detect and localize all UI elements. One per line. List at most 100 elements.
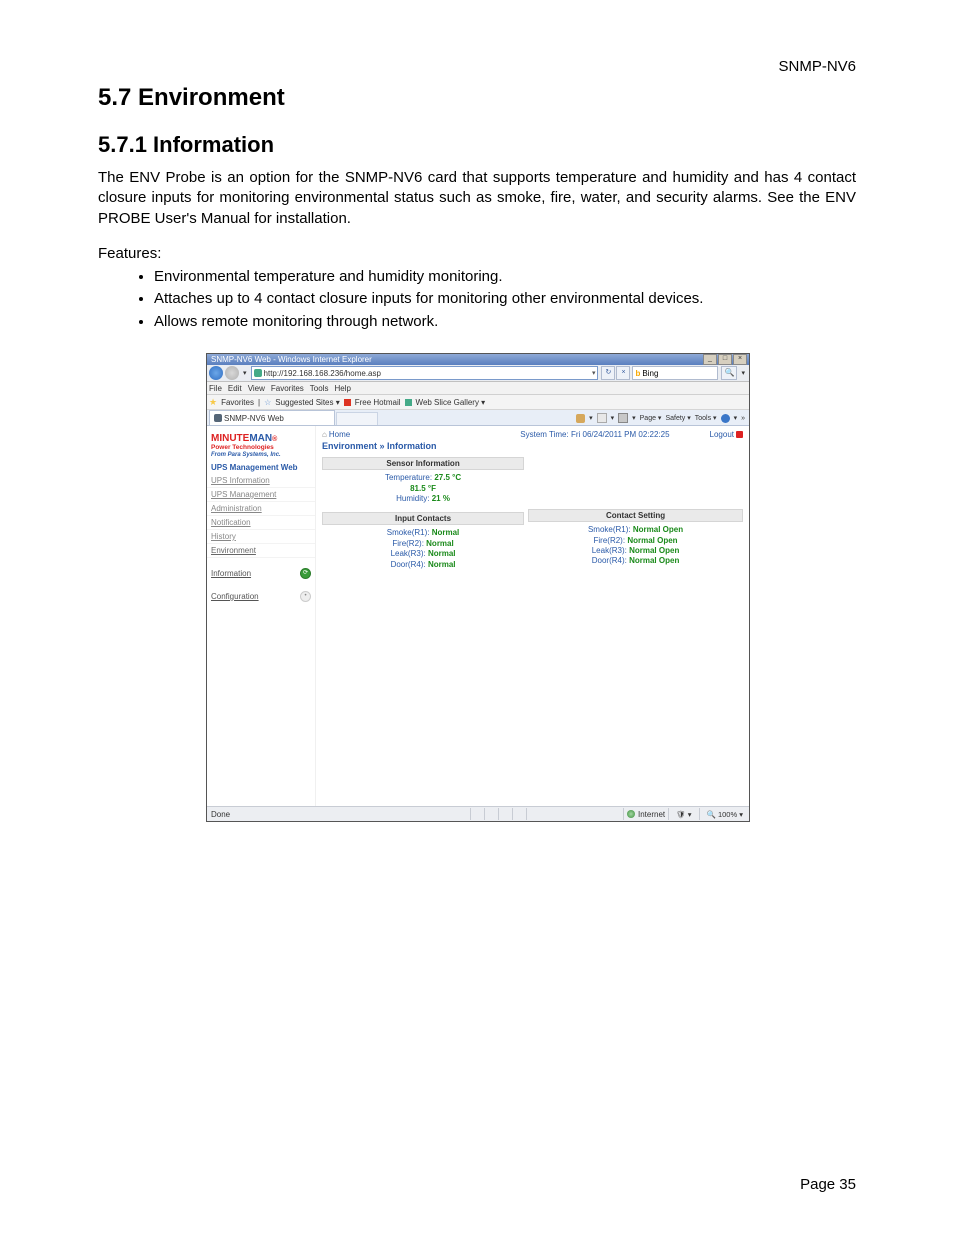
sidebar: MINUTEMAN® Power Technologies From Para … bbox=[207, 426, 316, 806]
forward-button[interactable] bbox=[225, 366, 239, 380]
menu-tools[interactable]: Tools bbox=[310, 384, 329, 393]
contact-setting-header: Contact Setting bbox=[528, 509, 743, 522]
contact-val: Normal bbox=[432, 528, 460, 537]
menu-edit[interactable]: Edit bbox=[228, 384, 242, 393]
sidebar-item-environment[interactable]: Environment bbox=[207, 544, 315, 558]
main-pane: ⌂ Home System Time: Fri 06/24/2011 PM 02… bbox=[316, 426, 749, 806]
maximize-button[interactable]: □ bbox=[718, 354, 732, 365]
status-done: Done bbox=[207, 810, 230, 819]
fav-link-webslice[interactable]: Web Slice Gallery ▾ bbox=[416, 398, 486, 407]
search-engine-label: Bing bbox=[642, 369, 658, 378]
status-seg bbox=[484, 808, 498, 820]
minimize-button[interactable]: _ bbox=[703, 354, 717, 365]
window-titlebar: SNMP-NV6 Web - Windows Internet Explorer… bbox=[207, 354, 749, 365]
home-nav-icon[interactable]: ⌂ bbox=[322, 430, 327, 439]
refresh-button[interactable]: ↻ bbox=[601, 366, 615, 380]
fav-link-hotmail[interactable]: Free Hotmail bbox=[355, 398, 401, 407]
menu-view[interactable]: View bbox=[248, 384, 265, 393]
logout-link[interactable]: Logout bbox=[710, 430, 743, 439]
toolbar-dd[interactable]: ▾ bbox=[632, 414, 636, 422]
menu-favorites[interactable]: Favorites bbox=[271, 384, 304, 393]
zone-label: Internet bbox=[638, 810, 665, 819]
sensor-val: 81.5 °F bbox=[410, 484, 436, 493]
favorites-bar: ★ Favorites | ☆ Suggested Sites ▾ Free H… bbox=[207, 395, 749, 410]
setting-val: Normal Open bbox=[627, 536, 677, 545]
tab-bar: SNMP-NV6 Web ▾ ▾ ▾ Page ▾ Safety ▾ Tools… bbox=[207, 410, 749, 426]
toolbar-overflow[interactable]: » bbox=[741, 415, 745, 422]
contact-val: Normal bbox=[428, 549, 456, 558]
history-dropdown[interactable]: ▾ bbox=[241, 369, 249, 377]
contact-key: Smoke(R1): bbox=[387, 528, 430, 537]
help-icon[interactable] bbox=[721, 414, 730, 423]
sidebar-sub-configuration[interactable]: Configuration • bbox=[207, 589, 315, 604]
new-tab[interactable] bbox=[336, 412, 378, 425]
logo-part1: MINUTE bbox=[211, 433, 249, 444]
back-button[interactable] bbox=[209, 366, 223, 380]
logout-label: Logout bbox=[710, 430, 734, 439]
home-icon[interactable] bbox=[576, 414, 585, 423]
section-heading: 5.7 Environment bbox=[98, 84, 856, 112]
logout-icon bbox=[736, 431, 743, 438]
page-content: MINUTEMAN® Power Technologies From Para … bbox=[207, 426, 749, 806]
fav-separator: | bbox=[258, 398, 260, 407]
search-box[interactable]: b Bing bbox=[632, 366, 718, 380]
fav-link-suggested[interactable]: Suggested Sites ▾ bbox=[275, 398, 340, 407]
feeds-icon[interactable] bbox=[597, 413, 607, 423]
sensor-key: Temperature: bbox=[385, 473, 432, 482]
browser-tab[interactable]: SNMP-NV6 Web bbox=[209, 410, 335, 425]
status-bar: Done Internet 🛡 ▾ 🔍 100% ▾ bbox=[207, 806, 749, 821]
menu-file[interactable]: File bbox=[209, 384, 222, 393]
address-bar[interactable]: http://192.168.168.236/home.asp ▾ bbox=[251, 366, 599, 380]
sidebar-item-notification[interactable]: Notification bbox=[207, 516, 315, 530]
window-title: SNMP-NV6 Web - Windows Internet Explorer bbox=[209, 355, 703, 364]
print-icon[interactable] bbox=[618, 413, 628, 423]
search-button[interactable]: 🔍 bbox=[721, 366, 737, 380]
sidebar-item-ups-mgmt[interactable]: UPS Management bbox=[207, 488, 315, 502]
close-button[interactable]: × bbox=[733, 354, 747, 365]
zoom-level[interactable]: 🔍 100% ▾ bbox=[703, 810, 747, 819]
protected-mode[interactable]: 🛡 ▾ bbox=[672, 810, 695, 819]
status-seg bbox=[512, 808, 526, 820]
logo: MINUTEMAN® bbox=[207, 430, 315, 445]
screenshot: SNMP-NV6 Web - Windows Internet Explorer… bbox=[206, 353, 748, 822]
url-text: http://192.168.168.236/home.asp bbox=[264, 369, 381, 378]
favorites-label[interactable]: Favorites bbox=[221, 398, 254, 407]
address-dropdown[interactable]: ▾ bbox=[590, 369, 596, 377]
sensor-val: 27.5 °C bbox=[434, 473, 461, 482]
refresh-icon[interactable]: ⟳ bbox=[300, 568, 311, 579]
intro-paragraph: The ENV Probe is an option for the SNMP-… bbox=[98, 168, 856, 229]
fav-hotmail-icon bbox=[344, 399, 351, 406]
status-seg bbox=[526, 808, 540, 820]
stop-button[interactable]: × bbox=[616, 366, 630, 380]
fav-webslice-icon bbox=[405, 399, 412, 406]
input-contacts-header: Input Contacts bbox=[322, 512, 524, 525]
toolbar-tools[interactable]: Tools ▾ bbox=[695, 414, 717, 422]
bing-icon: b bbox=[635, 369, 640, 378]
subsection-heading: 5.7.1 Information bbox=[98, 132, 856, 158]
address-bar-row: ▾ http://192.168.168.236/home.asp ▾ ↻ × … bbox=[207, 365, 749, 382]
favorites-star-icon[interactable]: ★ bbox=[209, 397, 217, 408]
setting-val: Normal Open bbox=[633, 525, 683, 534]
home-link[interactable]: Home bbox=[329, 430, 350, 439]
toolbar-safety[interactable]: Safety ▾ bbox=[665, 414, 690, 422]
toolbar-page[interactable]: Page ▾ bbox=[640, 414, 662, 422]
toolbar-dd[interactable]: ▾ bbox=[734, 414, 738, 422]
go-icon[interactable]: • bbox=[300, 591, 311, 602]
setting-val: Normal Open bbox=[629, 556, 679, 565]
sidebar-sub-label: Configuration bbox=[211, 592, 259, 601]
sidebar-item-ups-info[interactable]: UPS Information bbox=[207, 474, 315, 488]
setting-key: Smoke(R1): bbox=[588, 525, 631, 534]
contact-key: Fire(R2): bbox=[392, 539, 424, 548]
sensor-info-body: Temperature: 27.5 °C 81.5 °F Humidity: 2… bbox=[322, 470, 524, 512]
contact-val: Normal bbox=[428, 560, 456, 569]
status-seg bbox=[470, 808, 484, 820]
toolbar-dd[interactable]: ▾ bbox=[589, 414, 593, 422]
menu-help[interactable]: Help bbox=[334, 384, 350, 393]
sidebar-item-admin[interactable]: Administration bbox=[207, 502, 315, 516]
tab-favicon bbox=[214, 414, 222, 422]
setting-key: Leak(R3): bbox=[592, 546, 627, 555]
sidebar-item-history[interactable]: History bbox=[207, 530, 315, 544]
search-dropdown[interactable]: ▾ bbox=[739, 369, 747, 377]
sidebar-sub-information[interactable]: Information ⟳ bbox=[207, 566, 315, 581]
toolbar-dd[interactable]: ▾ bbox=[611, 414, 615, 422]
